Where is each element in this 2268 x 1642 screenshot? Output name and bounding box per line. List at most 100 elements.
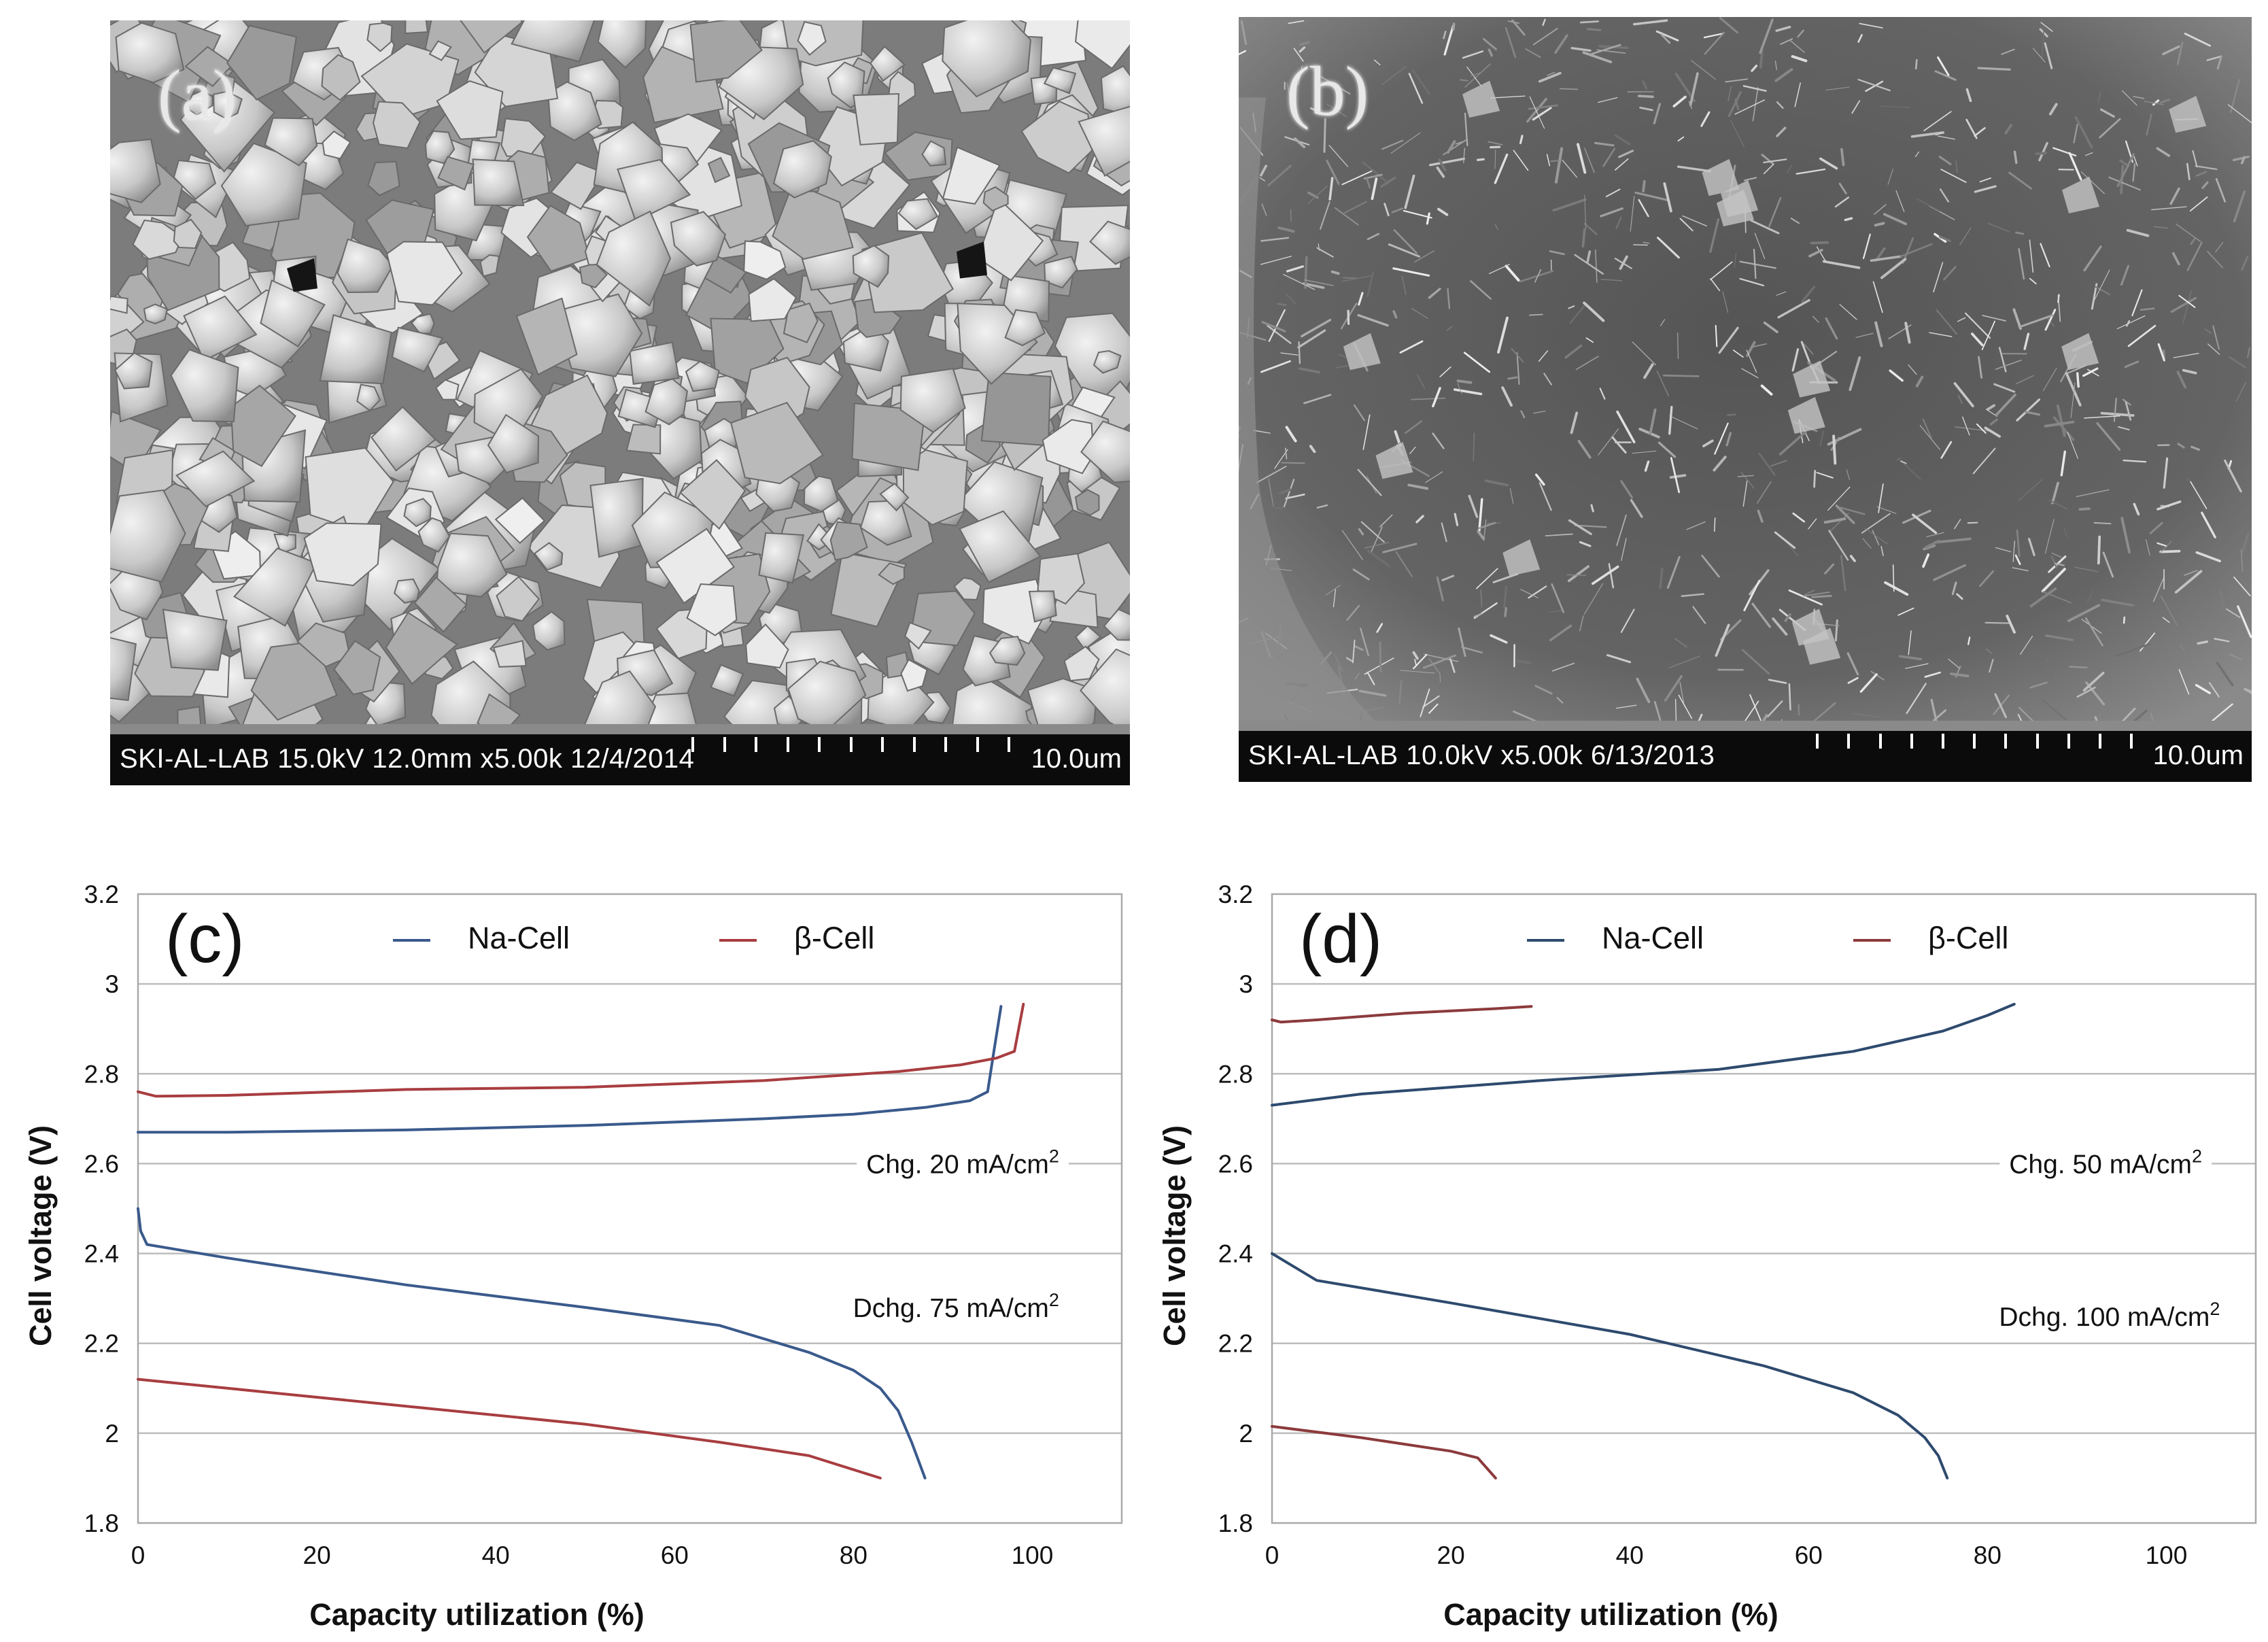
surface-flake	[2150, 712, 2154, 721]
surface-flake	[1534, 685, 1553, 695]
surface-flake	[1325, 585, 1341, 596]
surface-flake	[1575, 356, 1599, 371]
crystal-grain	[413, 576, 468, 633]
surface-flake	[1520, 589, 1539, 598]
surface-flake	[1595, 249, 1598, 283]
surface-flake	[1862, 233, 1871, 260]
crystal-grain	[1074, 489, 1100, 516]
surface-flake	[1758, 452, 1776, 476]
scale-ticks-a	[691, 737, 1010, 752]
surface-flake	[1615, 704, 1637, 709]
surface-flake	[2073, 123, 2078, 143]
crystal-grain	[472, 158, 525, 207]
surface-flake	[1436, 576, 1444, 602]
surface-flake	[2214, 638, 2230, 643]
surface-flake	[1529, 96, 1545, 129]
surface-flake	[1597, 97, 1618, 103]
surface-flake	[2015, 375, 2034, 385]
surface-flake	[2160, 595, 2178, 626]
surface-flake	[2084, 617, 2103, 647]
surface-flake	[1713, 456, 1727, 472]
surface-flake	[1367, 233, 1380, 241]
surface-flake	[1404, 174, 1415, 209]
surface-flake	[1438, 158, 1447, 171]
surface-flake	[1639, 106, 1653, 112]
crystal-grain	[170, 348, 239, 423]
surface-flake	[1549, 624, 1573, 642]
surface-flake	[1477, 158, 1485, 161]
surface-flake	[1505, 264, 1520, 282]
crystal-grain	[579, 262, 608, 289]
surface-flake	[1390, 132, 1421, 154]
surface-flake	[1768, 196, 1782, 228]
surface-flake	[1979, 177, 1991, 183]
surface-flake	[1413, 653, 1428, 670]
surface-flake	[2099, 118, 2121, 139]
surface-flake	[1943, 266, 1957, 281]
surface-flake	[2201, 181, 2209, 189]
crystal-grain	[1079, 648, 1130, 724]
surface-flake	[1240, 20, 1248, 46]
surface-flake	[1516, 352, 1520, 385]
surface-flake	[2215, 241, 2224, 253]
surface-flake	[1742, 480, 1748, 507]
surface-flake	[1981, 320, 1995, 351]
surface-flake	[1689, 72, 1699, 107]
surface-flake	[1267, 165, 1292, 187]
annotation-discharge-c: Dchg. 75 mA/cm2	[853, 1290, 1059, 1323]
surface-flake	[2067, 432, 2078, 459]
crystal-grain	[226, 24, 297, 101]
surface-flake	[1878, 483, 1884, 513]
surface-flake	[2126, 228, 2150, 237]
surface-flake	[1528, 585, 1547, 599]
crystal-grain	[953, 577, 982, 600]
surface-flake	[1483, 519, 1487, 541]
surface-flake	[2093, 521, 2112, 525]
surface-flake	[1653, 103, 1662, 124]
surface-flake	[1441, 575, 1455, 581]
surface-flake	[2069, 666, 2088, 669]
surface-flake	[1937, 135, 1955, 140]
surface-flake	[1797, 29, 1804, 38]
surface-flake	[2133, 154, 2138, 167]
surface-flake	[1569, 303, 1587, 324]
surface-flake	[2091, 283, 2098, 310]
surface-flake	[2045, 657, 2054, 682]
surface-flake	[1974, 127, 1986, 137]
surface-flake	[1268, 478, 1274, 507]
surface-flake	[1763, 158, 1787, 163]
surface-flake	[1642, 179, 1646, 193]
crystal-grain	[670, 211, 727, 267]
surface-flake	[2133, 96, 2145, 99]
surface-flake	[1443, 31, 1447, 39]
surface-flake	[1905, 663, 1929, 669]
surface-flake	[1919, 425, 1940, 450]
surface-flake	[1398, 680, 1403, 704]
surface-flake	[1519, 135, 1524, 144]
surface-flake	[2159, 549, 2181, 553]
crystal-grain	[411, 313, 435, 335]
x-tick-label-c-3: 60	[661, 1541, 689, 1569]
y-axis-title-d: Cell voltage (V)	[1157, 1125, 1192, 1346]
surface-flake	[1326, 159, 1340, 185]
surface-flake	[1922, 418, 1932, 439]
surface-flake	[1776, 291, 1787, 296]
surface-flake	[2124, 360, 2140, 369]
surface-flake	[1513, 150, 1529, 171]
surface-flake	[1989, 418, 1998, 426]
surface-flake	[1586, 250, 1592, 264]
surface-flake	[1950, 672, 1970, 678]
surface-flake	[1345, 657, 1353, 662]
surface-flake	[1787, 165, 1792, 174]
surface-flake	[1739, 260, 1776, 269]
surface-flake	[1835, 504, 1855, 524]
crystal-grain	[371, 406, 437, 472]
surface-flake	[1600, 279, 1623, 281]
surface-flake	[1288, 20, 1305, 24]
surface-flake	[1725, 78, 1749, 83]
surface-flake	[2140, 307, 2155, 311]
surface-flake	[1303, 394, 1332, 405]
surface-flake	[1730, 120, 1745, 148]
surface-flake	[1568, 519, 1592, 536]
surface-flake	[1775, 25, 1791, 32]
